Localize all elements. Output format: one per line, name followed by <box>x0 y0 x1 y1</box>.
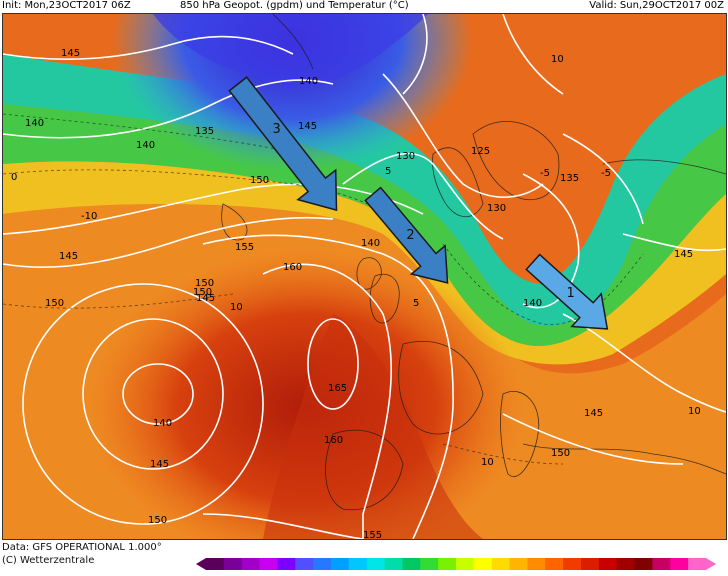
arrow-1: 1 <box>525 253 609 330</box>
colorbar-swatch <box>616 558 636 570</box>
isotherm-label: 5 <box>413 298 419 309</box>
arrow-shape <box>525 253 609 330</box>
contour-label: 150 <box>250 175 269 186</box>
colorbar-min-cap <box>196 558 206 570</box>
map-header: Init: Mon,23OCT2017 06Z 850 hPa Geopot. … <box>0 0 728 12</box>
contour-label: 160 <box>324 435 343 446</box>
contour-label: 150 <box>45 298 64 309</box>
arrow-label: 1 <box>566 286 574 301</box>
geopotential-contours <box>3 14 726 539</box>
isotherm-label: 10 <box>551 54 564 65</box>
colorbar-swatch <box>241 558 261 570</box>
colorbar-swatch <box>277 558 296 570</box>
contour-label: 145 <box>196 293 215 304</box>
colorbar-swatch <box>598 558 618 570</box>
isotherm-label: 0 <box>11 172 17 183</box>
colorbar-swatch <box>438 558 457 570</box>
colorbar-swatch <box>527 558 546 570</box>
contour-label: 140 <box>299 76 318 87</box>
contour-label: 140 <box>153 418 172 429</box>
arrow-shape <box>228 76 338 212</box>
colorbar-swatch <box>688 558 707 570</box>
colorbar-swatch <box>313 558 332 570</box>
isotherm-label: -10 <box>81 211 97 222</box>
contour-label: 140 <box>136 140 155 151</box>
isotherm-label: -5 <box>601 168 611 179</box>
arrow-shape <box>364 186 449 284</box>
colorbar-swatch <box>366 558 386 570</box>
contour-label: 135 <box>560 173 579 184</box>
colorbar-swatch <box>223 558 243 570</box>
contour-label: 150 <box>193 287 212 298</box>
colorbar-max-cap <box>706 558 716 570</box>
colorbar-swatch <box>384 558 403 570</box>
contour-label: 130 <box>396 151 415 162</box>
isotherm-label: 10 <box>688 406 701 417</box>
colorbar-swatch <box>420 558 439 570</box>
temperature-isotherms <box>3 113 644 465</box>
colorbar-swatch <box>295 558 314 570</box>
arrow-label: 2 <box>406 228 414 243</box>
contour-label: 150 <box>195 278 214 289</box>
contour-label: 140 <box>25 118 44 129</box>
contour-label: 140 <box>523 298 542 309</box>
contour-label: 150 <box>148 515 167 526</box>
arrow-2: 2 <box>364 186 449 284</box>
colorbar-swatch <box>581 558 600 570</box>
contour-label: 135 <box>195 126 214 137</box>
init-time: Init: Mon,23OCT2017 06Z <box>2 0 131 11</box>
map-title: 850 hPa Geopot. (gpdm) und Temperatur (°… <box>180 0 409 11</box>
geopotential-labels: 145 140 135 140 150 145 150 145 155 150 … <box>25 48 693 539</box>
contour-label: 150 <box>551 448 570 459</box>
colorbar-swatch <box>402 558 421 570</box>
contour-label: 145 <box>674 249 693 260</box>
contour-label: 145 <box>298 121 317 132</box>
colorbar-swatch <box>456 558 475 570</box>
colorbar-swatch <box>509 558 528 570</box>
arrow-label: 3 <box>272 122 280 137</box>
colorbar-swatch <box>206 558 225 570</box>
map-footer: Data: GFS OPERATIONAL 1.000° (C) Wetterz… <box>0 540 728 576</box>
contour-label: 165 <box>328 383 347 394</box>
valid-time: Valid: Sun,29OCT2017 00Z <box>589 0 724 11</box>
temperature-labels: 10 0 -5 -10 5 10 10 5 -5 10 <box>11 54 701 468</box>
coastlines <box>221 14 726 511</box>
colorbar-swatch <box>259 558 278 570</box>
colorbar-swatch <box>545 558 564 570</box>
contour-label: 145 <box>61 48 80 59</box>
colorbar-swatch <box>491 558 511 570</box>
colorbar-swatch <box>331 558 350 570</box>
weather-map: 145 140 135 140 150 145 150 145 155 150 … <box>2 13 727 540</box>
warm-core-south <box>263 314 483 539</box>
isotherm-label: 5 <box>385 166 391 177</box>
colorbar-swatch <box>652 558 671 570</box>
colorbar-swatch <box>670 558 689 570</box>
contour-label: 145 <box>59 251 78 262</box>
contour-label: 125 <box>471 146 490 157</box>
colorbar-swatch <box>348 558 368 570</box>
temperature-colorbar <box>196 558 716 570</box>
contour-label: 145 <box>150 459 169 470</box>
contour-label: 155 <box>363 530 382 539</box>
colorbar-swatch <box>563 558 582 570</box>
contour-label: 160 <box>283 262 302 273</box>
isotherm-label: -5 <box>540 168 550 179</box>
contour-label: 140 <box>361 238 380 249</box>
colorbar-swatch <box>634 558 653 570</box>
colorbar-swatch <box>473 558 493 570</box>
data-source: Data: GFS OPERATIONAL 1.000° <box>2 542 162 553</box>
isotherm-label: 10 <box>230 302 243 313</box>
contour-label: 130 <box>487 203 506 214</box>
copyright: (C) Wetterzentrale <box>2 555 95 566</box>
arrow-3: 3 <box>228 76 338 212</box>
contour-label: 155 <box>235 242 254 253</box>
contour-label: 145 <box>584 408 603 419</box>
isotherm-label: 10 <box>481 457 494 468</box>
